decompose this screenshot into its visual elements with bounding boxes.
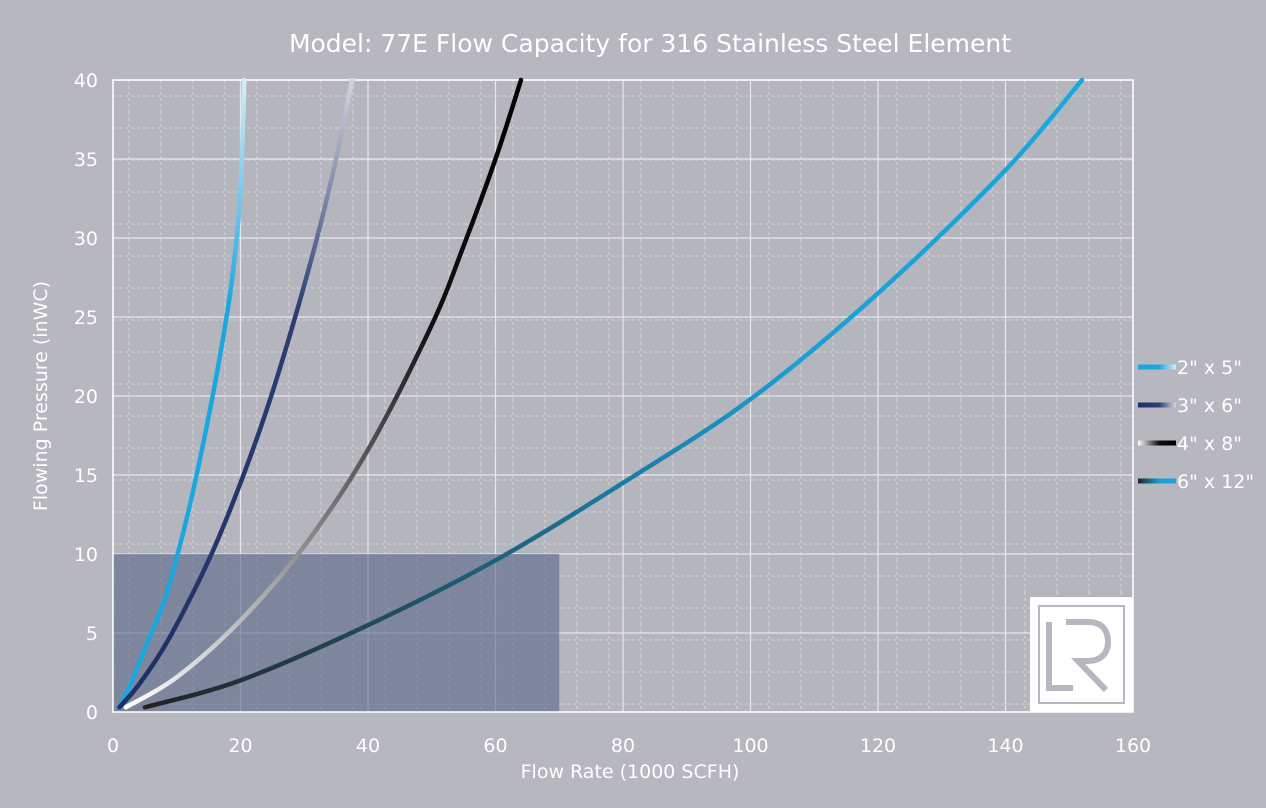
x-tick-label-7: 140 (987, 735, 1023, 757)
x-tick-label-4: 80 (611, 735, 635, 757)
legend: 2" x 5" 3" x 6" 4" x 8" 6" x 12" (1138, 357, 1254, 493)
x-tick-label-1: 20 (228, 735, 252, 757)
y-tick-label-4: 20 (74, 386, 98, 408)
series-line-0 (117, 77, 247, 710)
y-tick-label-8: 40 (74, 70, 98, 92)
y-tick-label-1: 5 (86, 623, 98, 645)
legend-label-3: 6" x 12" (1177, 471, 1254, 493)
y-tick-label-7: 35 (74, 149, 98, 171)
x-axis-label: Flow Rate (1000 SCFH) (521, 761, 740, 783)
series-line-1 (117, 77, 355, 710)
legend-label-1: 3" x 6" (1177, 395, 1242, 417)
x-tick-label-3: 60 (483, 735, 507, 757)
series-line-3 (142, 77, 1085, 710)
y-tick-label-3: 15 (74, 465, 98, 487)
y-tick-label-0: 0 (86, 702, 98, 724)
legend-swatch-1 (1138, 402, 1176, 408)
x-tick-label-5: 100 (732, 735, 768, 757)
y-tick-label-2: 10 (74, 544, 98, 566)
x-tick-label-0: 0 (107, 735, 119, 757)
chart-title: Model: 77E Flow Capacity for 316 Stainle… (289, 29, 1011, 58)
series-layer (117, 77, 1085, 710)
legend-label-2: 4" x 8" (1177, 433, 1242, 455)
y-tick-label-5: 25 (74, 307, 98, 329)
legend-swatch-0 (1138, 364, 1176, 370)
legend-swatch-2 (1138, 440, 1176, 446)
highlight-region (113, 554, 560, 712)
y-axis-label: Flowing Pressure (inWC) (30, 281, 52, 511)
y-tick-label-6: 30 (74, 228, 98, 250)
x-tick-label-8: 160 (1115, 735, 1151, 757)
plot-border (112, 79, 1134, 713)
x-tick-label-6: 120 (860, 735, 896, 757)
y-tick-labels: 0 5 10 15 20 25 30 35 40 (74, 70, 98, 724)
major-grid (112, 79, 1134, 713)
x-tick-labels: 0 20 40 60 80 100 120 140 160 (107, 735, 1151, 757)
lr-logo (1030, 597, 1133, 712)
series-line-2 (123, 77, 524, 710)
legend-swatch-3 (1138, 478, 1176, 484)
legend-label-0: 2" x 5" (1177, 357, 1242, 379)
x-tick-label-2: 40 (356, 735, 380, 757)
